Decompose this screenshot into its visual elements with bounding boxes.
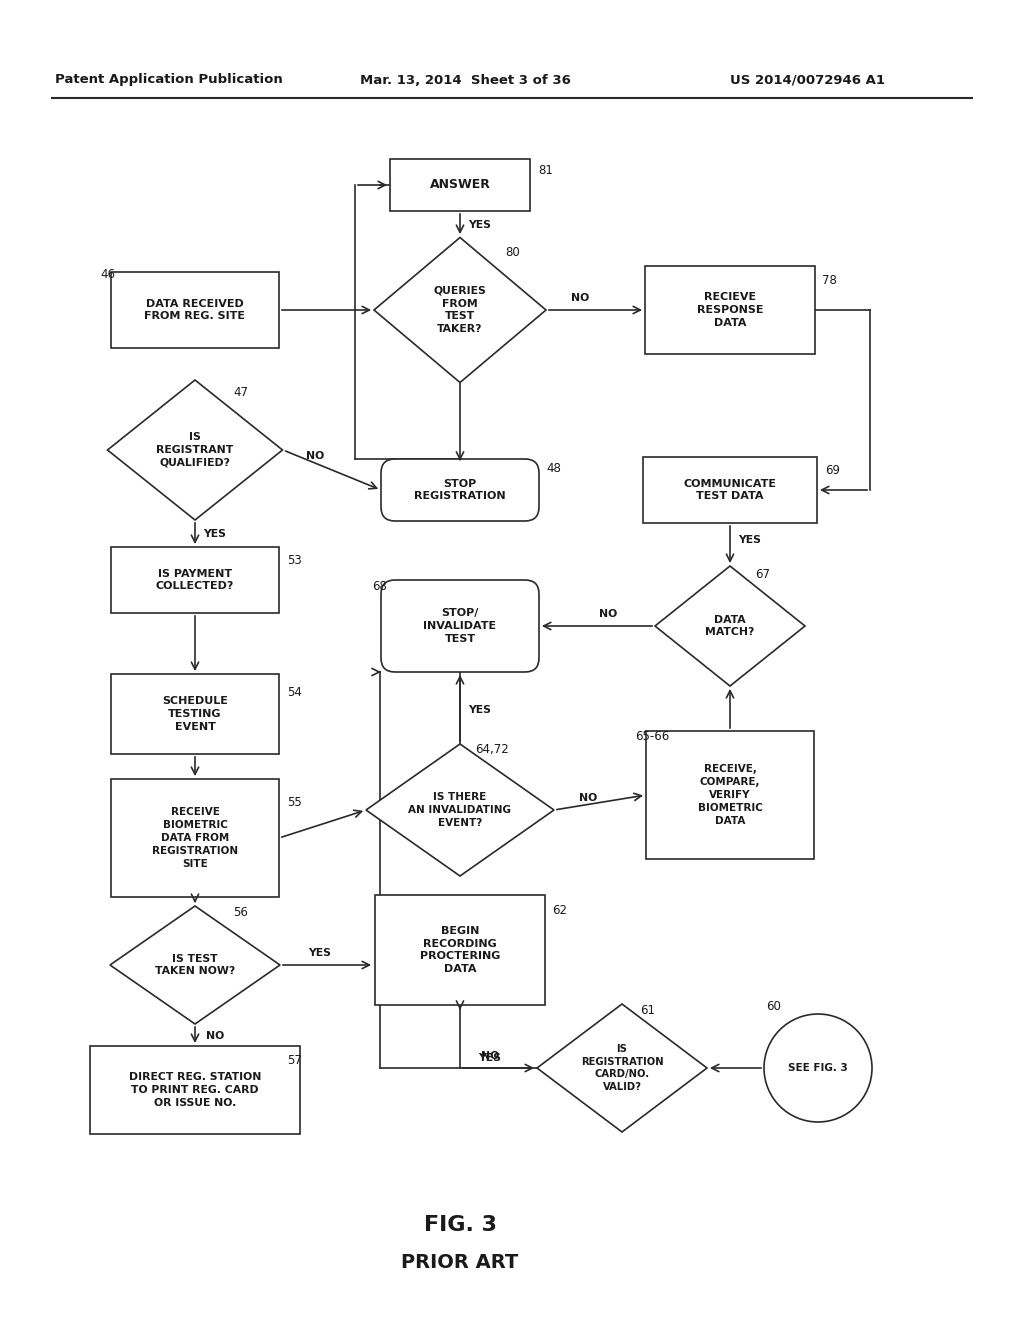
- FancyBboxPatch shape: [90, 1045, 300, 1134]
- Text: QUERIES
FROM
TEST
TAKER?: QUERIES FROM TEST TAKER?: [433, 286, 486, 334]
- Text: STOP/
INVALIDATE
TEST: STOP/ INVALIDATE TEST: [424, 609, 497, 644]
- FancyBboxPatch shape: [111, 779, 279, 898]
- FancyBboxPatch shape: [381, 459, 539, 521]
- Text: RECIEVE
RESPONSE
DATA: RECIEVE RESPONSE DATA: [696, 292, 763, 327]
- Text: DIRECT REG. STATION
TO PRINT REG. CARD
OR ISSUE NO.: DIRECT REG. STATION TO PRINT REG. CARD O…: [129, 1072, 261, 1107]
- Circle shape: [764, 1014, 872, 1122]
- FancyBboxPatch shape: [111, 272, 279, 348]
- Text: NO: NO: [206, 1031, 224, 1041]
- Text: SEE FIG. 3: SEE FIG. 3: [788, 1063, 848, 1073]
- Text: 54: 54: [287, 685, 302, 698]
- Text: RECEIVE
BIOMETRIC
DATA FROM
REGISTRATION
SITE: RECEIVE BIOMETRIC DATA FROM REGISTRATION…: [152, 808, 238, 869]
- Text: 47: 47: [233, 385, 248, 399]
- Text: NO: NO: [481, 1051, 499, 1061]
- FancyBboxPatch shape: [643, 457, 817, 523]
- Text: Patent Application Publication: Patent Application Publication: [55, 74, 283, 87]
- Text: 60: 60: [766, 999, 781, 1012]
- Polygon shape: [537, 1005, 707, 1133]
- Polygon shape: [374, 238, 546, 383]
- FancyBboxPatch shape: [111, 546, 279, 612]
- Polygon shape: [655, 566, 805, 686]
- Text: RECEIVE,
COMPARE,
VERIFY
BIOMETRIC
DATA: RECEIVE, COMPARE, VERIFY BIOMETRIC DATA: [697, 764, 763, 825]
- Text: 67: 67: [755, 568, 770, 581]
- Text: 61: 61: [640, 1003, 655, 1016]
- Text: YES: YES: [469, 220, 492, 230]
- Text: 57: 57: [287, 1053, 302, 1067]
- Text: STOP
REGISTRATION: STOP REGISTRATION: [414, 479, 506, 502]
- Text: 55: 55: [287, 796, 302, 809]
- Text: NO: NO: [599, 609, 617, 619]
- FancyBboxPatch shape: [646, 731, 814, 859]
- Text: YES: YES: [204, 529, 226, 539]
- Text: 80: 80: [505, 246, 520, 259]
- Text: 65-66: 65-66: [635, 730, 670, 743]
- Polygon shape: [366, 744, 554, 876]
- Text: 81: 81: [538, 164, 553, 177]
- Text: IS TEST
TAKEN NOW?: IS TEST TAKEN NOW?: [155, 953, 236, 977]
- Text: 69: 69: [825, 463, 840, 477]
- Text: IS
REGISTRANT
QUALIFIED?: IS REGISTRANT QUALIFIED?: [157, 432, 233, 467]
- Text: IS THERE
AN INVALIDATING
EVENT?: IS THERE AN INVALIDATING EVENT?: [409, 792, 512, 828]
- Text: 78: 78: [822, 273, 837, 286]
- Text: 56: 56: [233, 907, 248, 920]
- Text: US 2014/0072946 A1: US 2014/0072946 A1: [730, 74, 885, 87]
- Text: NO: NO: [579, 793, 597, 803]
- Text: NO: NO: [570, 293, 589, 304]
- Text: 62: 62: [552, 903, 567, 916]
- Text: 46: 46: [100, 268, 115, 281]
- FancyBboxPatch shape: [381, 579, 539, 672]
- Text: 48: 48: [546, 462, 561, 474]
- Text: NO: NO: [306, 451, 325, 461]
- Text: BEGIN
RECORDING
PROCTERING
DATA: BEGIN RECORDING PROCTERING DATA: [420, 925, 500, 974]
- Text: COMMUNICATE
TEST DATA: COMMUNICATE TEST DATA: [683, 479, 776, 502]
- Text: YES: YES: [308, 948, 332, 958]
- FancyBboxPatch shape: [645, 267, 815, 354]
- FancyBboxPatch shape: [390, 158, 530, 211]
- Text: 68: 68: [372, 579, 387, 593]
- FancyBboxPatch shape: [375, 895, 545, 1005]
- Text: YES: YES: [738, 535, 762, 545]
- Polygon shape: [110, 906, 280, 1024]
- Text: FIG. 3: FIG. 3: [424, 1214, 497, 1236]
- Text: IS PAYMENT
COLLECTED?: IS PAYMENT COLLECTED?: [156, 569, 234, 591]
- Text: PRIOR ART: PRIOR ART: [401, 1253, 518, 1271]
- Text: SCHEDULE
TESTING
EVENT: SCHEDULE TESTING EVENT: [162, 696, 228, 731]
- Polygon shape: [108, 380, 283, 520]
- FancyBboxPatch shape: [111, 675, 279, 754]
- Text: IS
REGISTRATION
CARD/NO.
VALID?: IS REGISTRATION CARD/NO. VALID?: [581, 1044, 664, 1092]
- Text: 53: 53: [287, 553, 302, 566]
- Text: Mar. 13, 2014  Sheet 3 of 36: Mar. 13, 2014 Sheet 3 of 36: [360, 74, 570, 87]
- Text: DATA RECEIVED
FROM REG. SITE: DATA RECEIVED FROM REG. SITE: [144, 298, 246, 321]
- Text: YES: YES: [478, 1053, 502, 1063]
- Text: DATA
MATCH?: DATA MATCH?: [706, 615, 755, 638]
- Text: ANSWER: ANSWER: [429, 178, 490, 191]
- Text: YES: YES: [469, 705, 492, 715]
- Text: 64,72: 64,72: [475, 743, 509, 756]
